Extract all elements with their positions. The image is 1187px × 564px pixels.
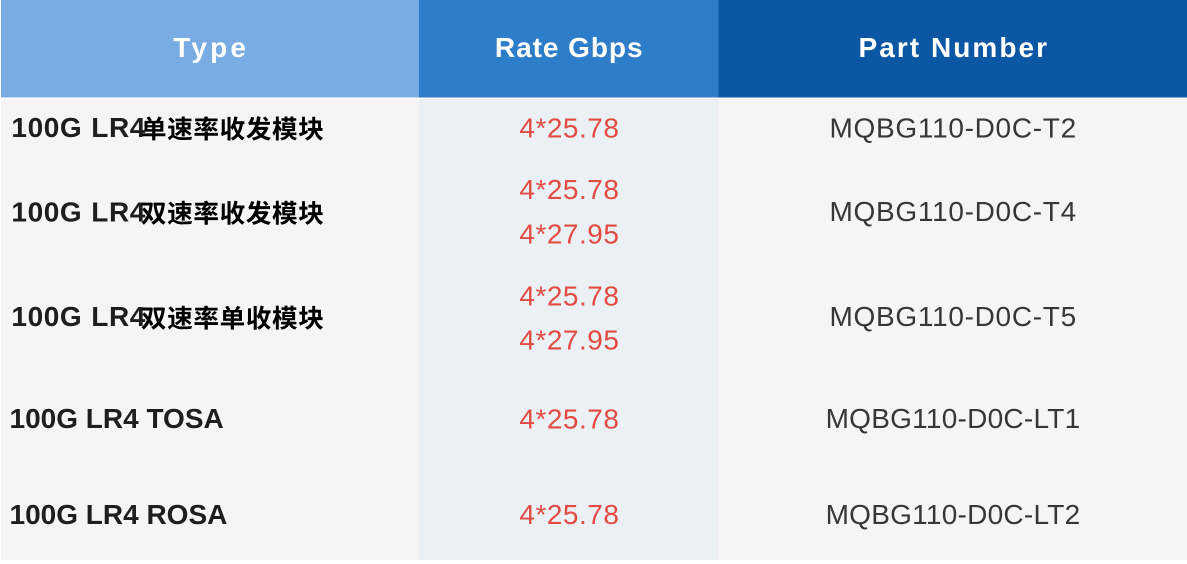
- svg-text:100G LR4: 100G LR4: [11, 196, 146, 227]
- svg-text:MQBG110-D0C-LT2: MQBG110-D0C-LT2: [826, 499, 1081, 530]
- svg-text:100G LR4 ROSA: 100G LR4 ROSA: [10, 499, 228, 530]
- svg-text:Rate Gbps: Rate Gbps: [495, 32, 644, 63]
- svg-text:4*25.78: 4*25.78: [519, 499, 619, 530]
- svg-text:MQBG110-D0C-T2: MQBG110-D0C-T2: [830, 112, 1077, 143]
- svg-text:4*25.78: 4*25.78: [519, 403, 619, 434]
- svg-text:100G LR4 TOSA: 100G LR4 TOSA: [10, 403, 224, 434]
- svg-text:Type: Type: [173, 32, 249, 63]
- svg-text:MQBG110-D0C-T5: MQBG110-D0C-T5: [830, 301, 1077, 332]
- svg-text:4*27.95: 4*27.95: [519, 218, 619, 249]
- svg-text:100G LR4: 100G LR4: [11, 301, 146, 332]
- svg-text:4*25.78: 4*25.78: [519, 112, 619, 143]
- svg-text:MQBG110-D0C-T4: MQBG110-D0C-T4: [830, 196, 1077, 227]
- svg-text:MQBG110-D0C-LT1: MQBG110-D0C-LT1: [826, 403, 1081, 434]
- svg-text:100G LR4: 100G LR4: [11, 112, 146, 143]
- svg-text:Part Number: Part Number: [859, 32, 1050, 63]
- svg-text:4*27.95: 4*27.95: [519, 325, 619, 356]
- svg-text:4*25.78: 4*25.78: [519, 280, 619, 311]
- svg-text:4*25.78: 4*25.78: [519, 174, 619, 205]
